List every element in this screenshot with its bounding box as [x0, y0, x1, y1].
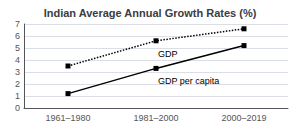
svg-text:GDP: GDP [158, 49, 178, 59]
svg-text:Indian Average Annual Growth R: Indian Average Annual Growth Rates (%) [44, 7, 257, 19]
svg-text:3: 3 [15, 67, 20, 77]
svg-text:2: 2 [15, 79, 20, 89]
svg-text:GDP per capita: GDP per capita [158, 76, 219, 86]
svg-text:5: 5 [15, 43, 20, 53]
svg-text:7: 7 [15, 19, 20, 29]
svg-text:0: 0 [15, 103, 20, 113]
svg-text:6: 6 [15, 31, 20, 41]
svg-text:1981–2000: 1981–2000 [133, 113, 178, 123]
svg-text:4: 4 [15, 55, 20, 65]
svg-text:1961–1980: 1961–1980 [45, 113, 90, 123]
svg-text:2000–2019: 2000–2019 [221, 113, 266, 123]
svg-text:1: 1 [15, 91, 20, 101]
